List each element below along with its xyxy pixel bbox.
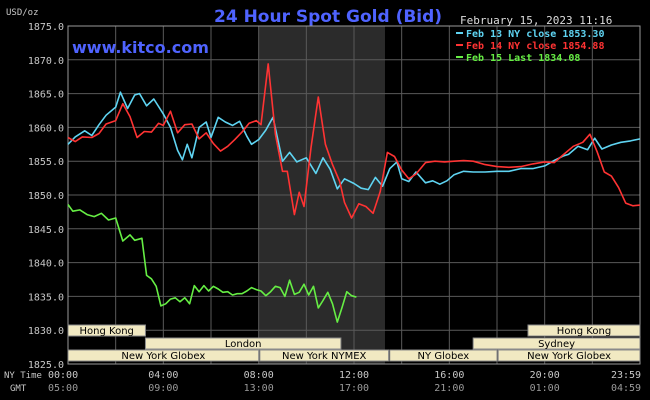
y-tick-label: 1840.0 (28, 259, 64, 270)
y-tick-label: 1830.0 (28, 326, 64, 337)
x-tick-label-gmt: 21:00 (434, 383, 464, 394)
chart-timestamp: February 15, 2023 11:16 (460, 14, 612, 27)
session-label: New York Globex (121, 351, 205, 362)
session-bar (67, 324, 146, 337)
brand-watermark: www.kitco.com (72, 38, 209, 57)
legend-entry: Feb 13 NY close 1853.30 (466, 29, 604, 40)
x-tick-label-gmt: 05:00 (48, 383, 78, 394)
series-line-3 (67, 204, 357, 323)
legend-entry: Feb 15 Last 1834.08 (466, 53, 580, 64)
y-tick-label: 1875.0 (28, 22, 64, 33)
session-label: New York NYMEX (282, 351, 367, 362)
x-tick-label-ny: 16:00 (434, 370, 464, 381)
y-tick-label: 1835.0 (28, 292, 64, 303)
y-unit-label: USD/oz (6, 8, 39, 18)
y-tick-label: 1845.0 (28, 225, 64, 236)
y-tick-label: 1860.0 (28, 123, 64, 134)
y-tick-label: 1850.0 (28, 191, 64, 202)
x-tick-label-gmt: 17:00 (339, 383, 369, 394)
plot-frame (67, 25, 641, 365)
gmt-row-label: GMT (10, 384, 27, 394)
session-bar (389, 349, 498, 362)
y-tick-label: 1825.0 (28, 360, 64, 371)
y-axis-ticks: 1875.0 1870.0 1865.0 1860.0 1855.0 1850.0 1845… (28, 22, 64, 371)
x-tick-label-gmt: 13:00 (244, 383, 274, 394)
series-layer (67, 63, 641, 323)
ny-time-row-label: NY Time (4, 371, 42, 381)
x-tick-label-gmt: 09:00 (148, 383, 178, 394)
session-bar (527, 324, 641, 337)
session-label: New York Globex (527, 351, 611, 362)
session-bar (472, 337, 641, 350)
session-bar (497, 349, 641, 362)
grid-layer (67, 25, 641, 365)
series-line-2 (67, 63, 641, 219)
x-tick-label-ny: 00:00 (48, 370, 78, 381)
y-tick-label: 1855.0 (28, 157, 64, 168)
session-label: Hong Kong (557, 326, 611, 337)
x-tick-label-ny: 23:59 (611, 370, 641, 381)
x-tick-label-ny: 04:00 (148, 370, 178, 381)
session-label: Sydney (538, 339, 575, 350)
x-tick-label-gmt: 04:59 (611, 383, 641, 394)
legend-entry: Feb 14 NY close 1854.88 (466, 41, 604, 52)
series-line-1 (67, 91, 641, 191)
session-label: London (225, 339, 262, 350)
session-label: NY Globex (418, 351, 470, 362)
session-bar (67, 349, 260, 362)
x-tick-label-ny: 08:00 (244, 370, 274, 381)
x-tick-label-ny: 12:00 (339, 370, 369, 381)
x-axis-ticks: 00:00 05:00 04:00 09:00 08:00 13:00 12:00 17:00… (48, 370, 641, 394)
y-tick-label: 1870.0 (28, 56, 64, 67)
x-tick-label-ny: 20:00 (530, 370, 560, 381)
chart-title: 24 Hour Spot Gold (Bid) (214, 7, 442, 27)
session-bar (259, 349, 390, 362)
session-bar (144, 337, 342, 350)
x-tick-label-gmt: 01:00 (530, 383, 560, 394)
session-label: Hong Kong (80, 326, 134, 337)
y-tick-label: 1865.0 (28, 90, 64, 101)
